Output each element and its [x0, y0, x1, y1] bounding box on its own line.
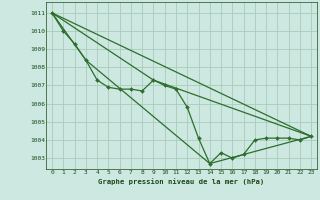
X-axis label: Graphe pression niveau de la mer (hPa): Graphe pression niveau de la mer (hPa) [99, 178, 265, 185]
